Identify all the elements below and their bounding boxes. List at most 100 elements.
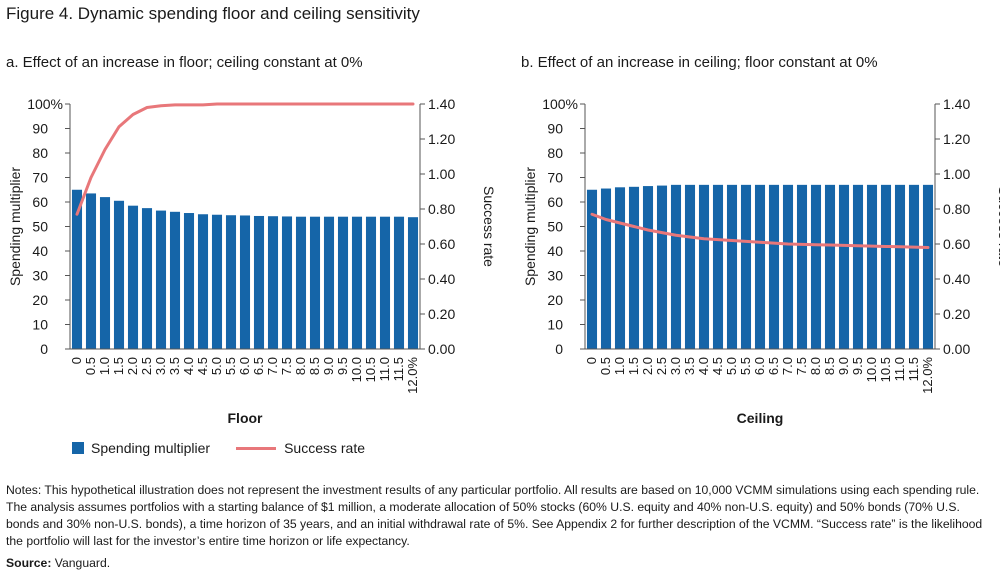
bar-4.0 — [698, 184, 710, 349]
bar-7.0 — [267, 216, 279, 349]
left-tick-label: 80 — [32, 145, 48, 161]
bar-1.0 — [99, 197, 111, 349]
bar-9.0 — [323, 216, 335, 349]
success-rate-line — [590, 212, 930, 249]
right-tick-label: 0.20 — [428, 306, 455, 322]
bar-5.5 — [740, 184, 752, 349]
figure-title: Figure 4. Dynamic spending floor and cei… — [6, 4, 420, 23]
right-tick-label: 0.80 — [428, 201, 455, 217]
category-label: 2.0 — [640, 357, 655, 375]
category-label: 3.5 — [167, 357, 182, 375]
category-label: 1.0 — [97, 357, 112, 375]
left-tick-label: 60 — [547, 194, 563, 210]
x-axis-title: Floor — [228, 410, 264, 426]
left-tick-label: 80 — [547, 145, 563, 161]
panel-b-title: b. Effect of an increase in ceiling; flo… — [521, 54, 878, 71]
category-label: 0 — [69, 357, 84, 364]
category-label: 9.5 — [335, 357, 350, 375]
category-label: 9.0 — [321, 357, 336, 375]
category-label: 8.0 — [808, 357, 823, 375]
right-tick-label: 0.60 — [943, 236, 970, 252]
right-tick-label: 0.00 — [943, 341, 970, 357]
category-label: 9.0 — [836, 357, 851, 375]
category-label: 8.5 — [307, 357, 322, 375]
right-tick-label: 1.40 — [428, 96, 455, 112]
category-label: 10.0 — [864, 357, 879, 382]
category-label: 8.0 — [293, 357, 308, 375]
bar-9.0 — [838, 184, 850, 349]
right-tick-label: 1.20 — [943, 131, 970, 147]
right-tick-label: 0.60 — [428, 236, 455, 252]
bar-4.5 — [712, 184, 724, 349]
bar-0.5 — [600, 188, 612, 349]
bar-9.5 — [852, 184, 864, 349]
category-label: 4.0 — [181, 357, 196, 375]
bar-8.0 — [295, 216, 307, 349]
left-tick-label: 70 — [547, 170, 563, 186]
category-label: 8.5 — [822, 357, 837, 375]
bar-3.5 — [684, 184, 696, 349]
category-label: 10.5 — [878, 357, 893, 382]
left-tick-label: 20 — [32, 292, 48, 308]
bar-0 — [586, 189, 598, 349]
notes: Notes: This hypothetical illustration do… — [6, 482, 996, 550]
category-label: 2.0 — [125, 357, 140, 375]
bar-3.0 — [155, 210, 167, 349]
legend-swatch-line — [236, 446, 277, 450]
category-label: 11.5 — [391, 357, 406, 381]
bar-2.0 — [642, 186, 654, 349]
left-tick-label: 50 — [32, 219, 48, 235]
right-tick-label: 0.40 — [943, 271, 970, 287]
y-axis-title: Spending multiplier — [7, 167, 23, 286]
bar-10.5 — [365, 216, 377, 349]
bar-6.5 — [253, 215, 265, 349]
category-label: 6.5 — [251, 357, 266, 375]
bar-10.0 — [866, 184, 878, 349]
bar-11.5 — [908, 184, 920, 349]
category-label: 7.0 — [780, 357, 795, 375]
category-label: 11.0 — [377, 357, 392, 381]
bar-7.5 — [796, 184, 808, 349]
success-rate-line — [75, 102, 415, 216]
bar-3.5 — [169, 211, 181, 349]
bar-6.0 — [239, 215, 251, 349]
category-label: 4.0 — [696, 357, 711, 375]
left-tick-label: 0 — [555, 341, 563, 357]
category-label: 6.0 — [752, 357, 767, 375]
right-tick-label: 0.80 — [943, 201, 970, 217]
legend-swatch-bar — [72, 442, 84, 454]
left-tick-label: 40 — [32, 243, 48, 259]
source: Source: Vanguard. — [6, 556, 110, 570]
bar-1.5 — [113, 200, 125, 349]
right-tick-label: 1.40 — [943, 96, 970, 112]
category-label: 11.0 — [892, 357, 907, 381]
category-label: 7.5 — [794, 357, 809, 375]
category-label: 3.0 — [153, 357, 168, 375]
bar-11.5 — [393, 216, 405, 349]
right-tick-label: 1.00 — [428, 166, 455, 182]
category-label: 12.0% — [405, 357, 420, 394]
left-tick-label: 60 — [32, 194, 48, 210]
left-tick-label: 30 — [32, 268, 48, 284]
left-tick-label: 100% — [27, 96, 63, 112]
category-label: 2.5 — [139, 357, 154, 375]
bar-6.0 — [754, 184, 766, 349]
category-label: 12.0% — [920, 357, 935, 394]
bar-11.0 — [379, 216, 391, 349]
bar-1.5 — [628, 186, 640, 349]
left-tick-label: 70 — [32, 170, 48, 186]
right-tick-label: 1.00 — [943, 166, 970, 182]
bar-4.5 — [197, 214, 209, 349]
chart-panel-b: 0 10 20 30 40 50 60 70 80 90 100% 0.00 0.20 0.40 0.60 0… — [522, 96, 1000, 426]
source-text: Vanguard. — [54, 556, 111, 570]
category-label: 0 — [584, 357, 599, 364]
category-label: 4.5 — [195, 357, 210, 375]
bar-0.5 — [85, 193, 97, 349]
bar-5.0 — [726, 184, 738, 349]
bar-10.0 — [351, 216, 363, 349]
panel-a-title: a. Effect of an increase in floor; ceili… — [6, 54, 363, 71]
bar-8.0 — [810, 184, 822, 349]
right-tick-label: 0.20 — [943, 306, 970, 322]
y2-axis-title: Success rate — [481, 186, 497, 267]
category-label: 1.0 — [612, 357, 627, 375]
